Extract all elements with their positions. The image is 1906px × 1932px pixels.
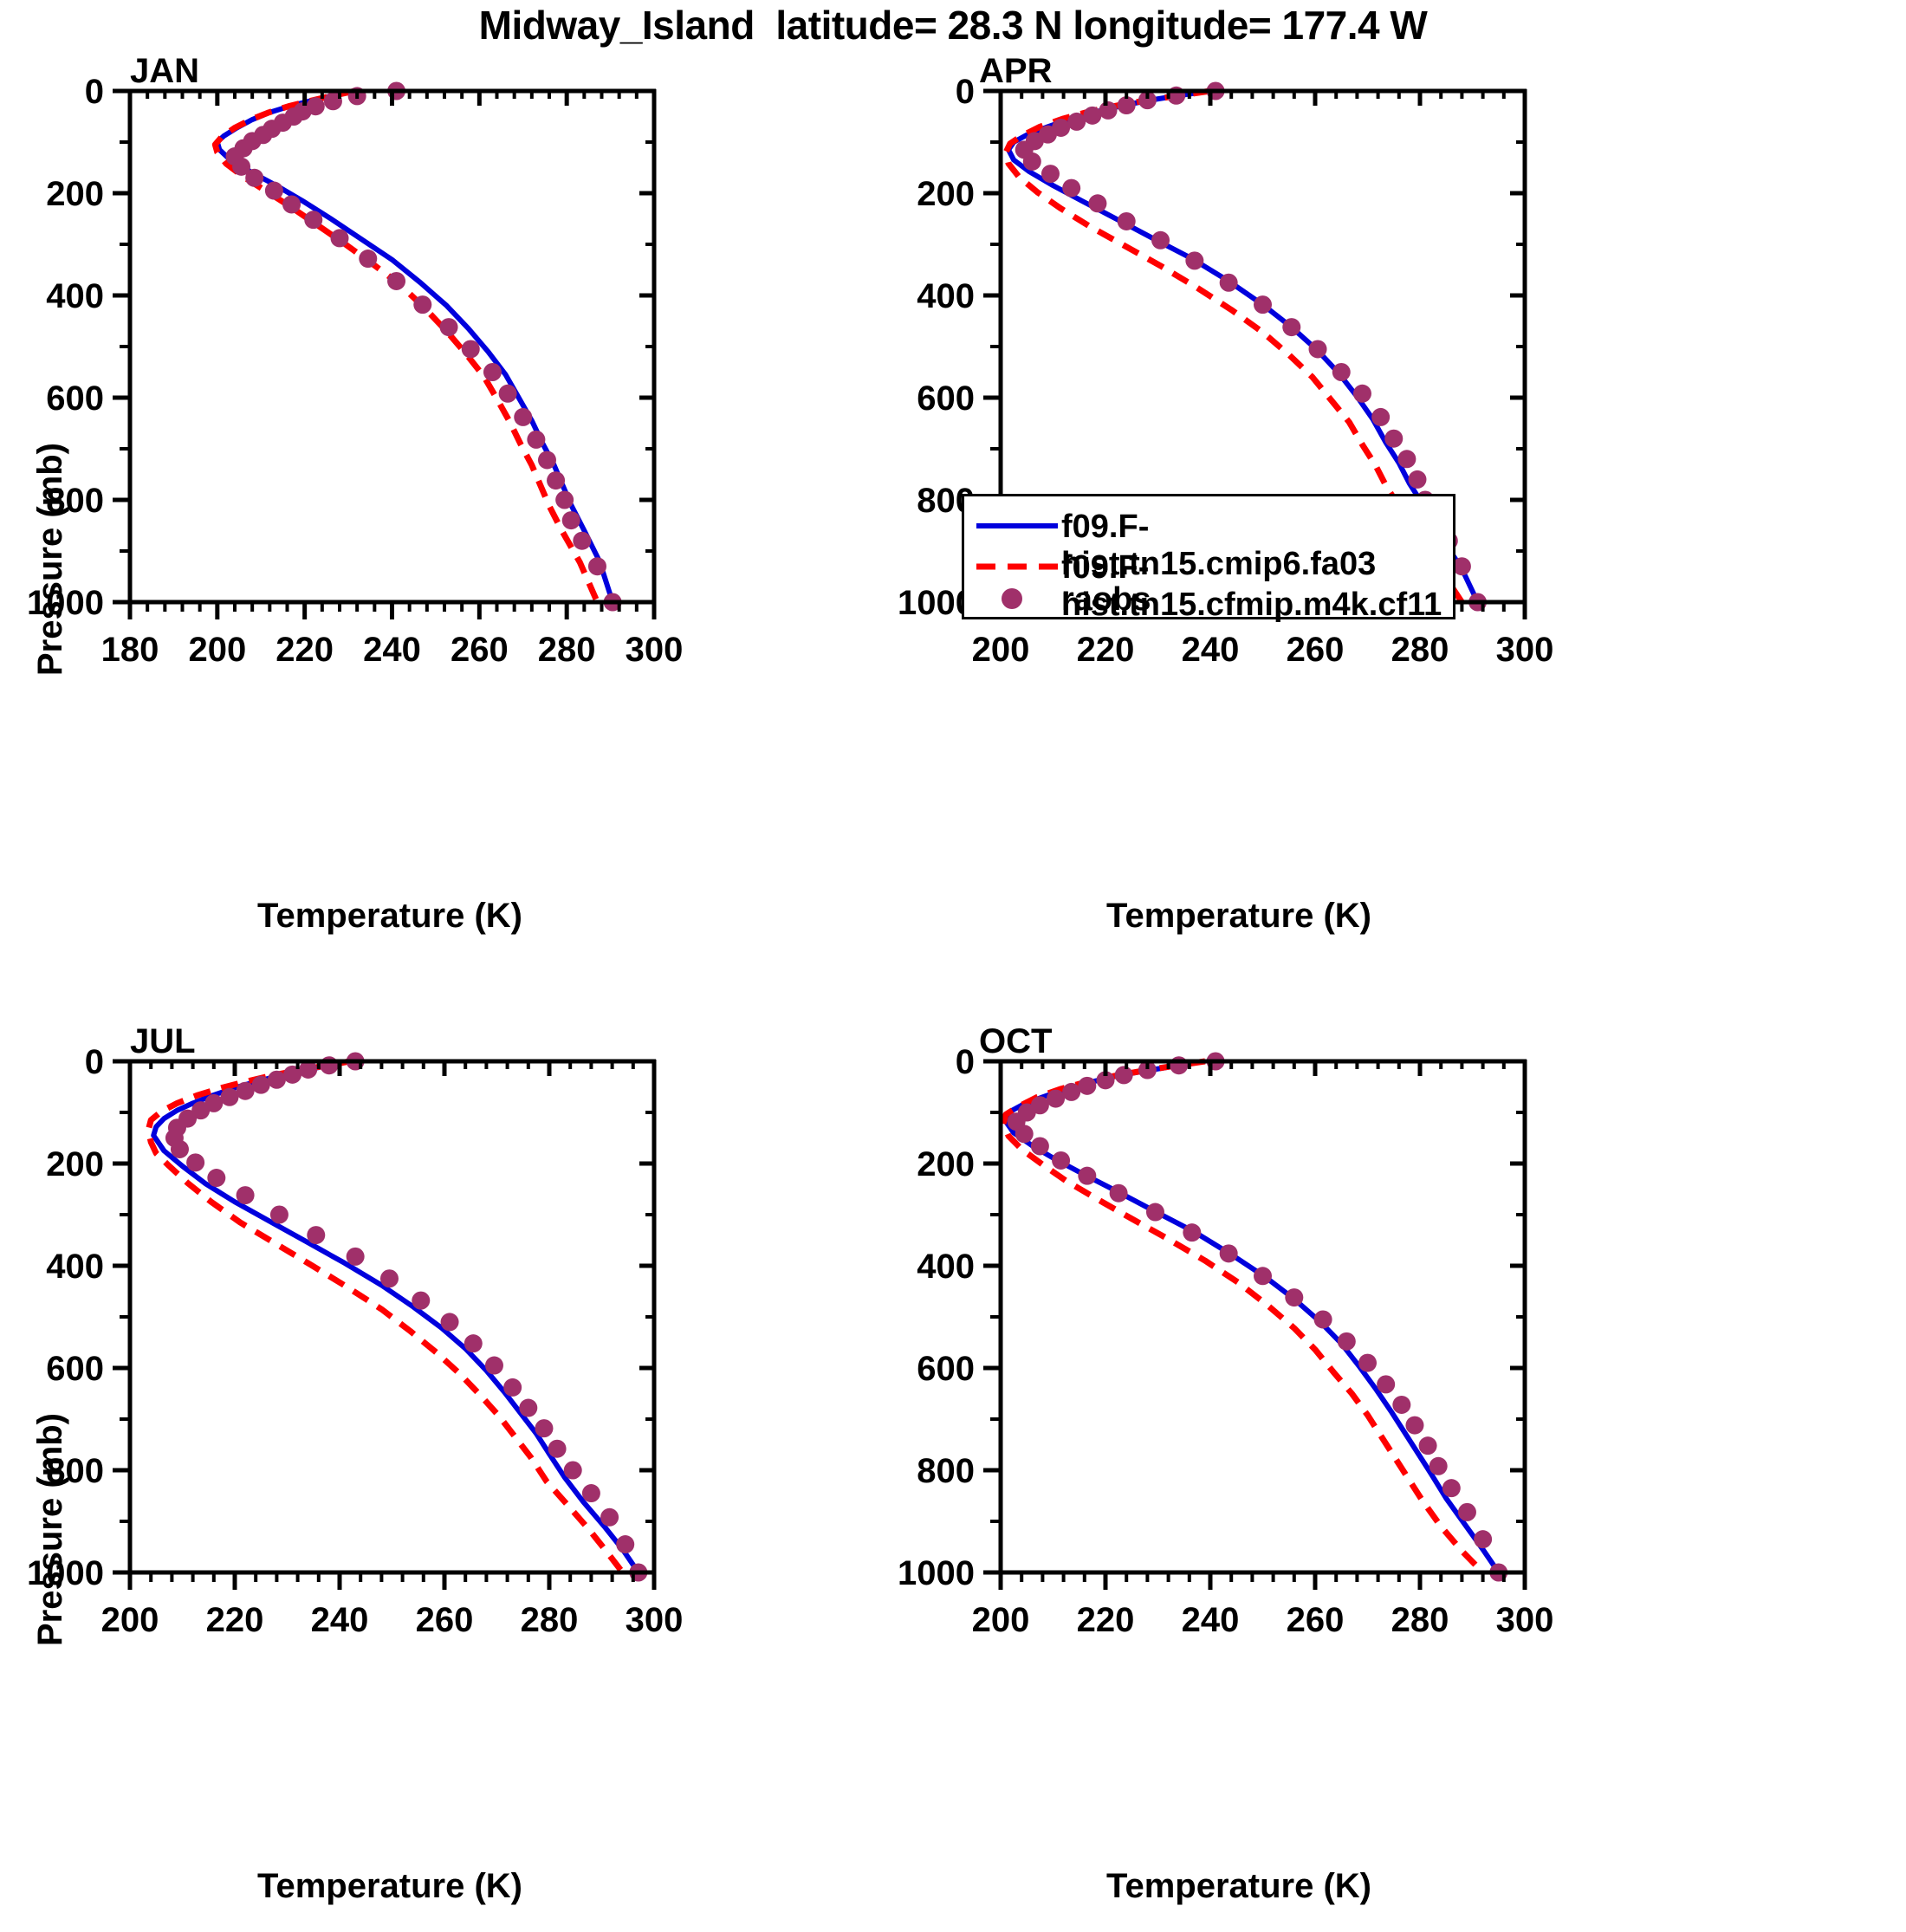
y-axis-ticks: 0 200 400 600 800 1000 [27, 1043, 654, 1592]
svg-text:240: 240 [311, 1601, 369, 1639]
panel-jan: JAN 180 200 220 240 260 280 300 0 200 400 600 800 10… [0, 52, 953, 962]
svg-text:280: 280 [1391, 1601, 1449, 1639]
x-axis-ticks: 200 220 240 260 280 300 [101, 1061, 684, 1639]
svg-text:260: 260 [416, 1601, 474, 1639]
svg-text:280: 280 [538, 631, 596, 669]
svg-text:0: 0 [85, 1043, 104, 1081]
svg-text:200: 200 [972, 631, 1030, 669]
svg-text:800: 800 [46, 1452, 104, 1490]
svg-text:200: 200 [972, 1601, 1030, 1639]
svg-text:220: 220 [1077, 1601, 1135, 1639]
series-line-0 [214, 88, 615, 603]
svg-text:180: 180 [101, 631, 159, 669]
svg-text:240: 240 [1182, 1601, 1240, 1639]
svg-text:400: 400 [46, 277, 104, 315]
svg-text:200: 200 [46, 175, 104, 213]
y-axis-label-jan: Pressure (mb) [31, 443, 69, 676]
y-axis-label-jul: Pressure (mb) [31, 1413, 69, 1646]
svg-text:280: 280 [521, 1601, 579, 1639]
page-title: Midway_Island latitude= 28.3 N longitude… [478, 3, 1428, 48]
panel-apr: APR 200 220 240 260 280 300 0 200 400 600 800 1000 … [898, 52, 1906, 962]
x-axis-label-jul: Temperature (K) [257, 1867, 522, 1905]
panel-label-oct: OCT [979, 1022, 1053, 1060]
svg-text:400: 400 [917, 277, 975, 315]
svg-text:260: 260 [1287, 631, 1345, 669]
svg-text:0: 0 [85, 73, 104, 111]
svg-text:220: 220 [276, 631, 334, 669]
svg-text:1000: 1000 [27, 584, 104, 622]
svg-text:200: 200 [101, 1601, 159, 1639]
series-line-0 [151, 1059, 641, 1574]
legend-box: f09.F-hist.tn15.cmip6.fa03 f09.F-hist.tn… [962, 494, 1455, 623]
svg-text:300: 300 [626, 631, 684, 669]
x-axis-label-oct: Temperature (K) [1106, 1867, 1371, 1905]
series-markers-2 [1007, 1052, 1508, 1582]
x-axis-label-apr: Temperature (K) [1106, 897, 1371, 935]
panel-jul: JUL 200 220 240 260 280 300 0 200 400 600 800 1000 … [0, 1022, 953, 1932]
series-line-0 [1003, 1059, 1501, 1574]
svg-text:400: 400 [917, 1248, 975, 1286]
legend-symbols [976, 523, 1058, 609]
plot-area-jan: 180 200 220 240 260 280 300 0 200 400 600 800 1000 [27, 73, 684, 669]
legend-marker-dot [1002, 588, 1022, 609]
y-axis-ticks: 0 200 400 600 800 1000 [898, 1043, 1525, 1592]
svg-text:200: 200 [917, 175, 975, 213]
svg-text:800: 800 [46, 482, 104, 520]
plot-area-oct: 200 220 240 260 280 300 0 200 400 600 800 1000 [898, 1043, 1554, 1639]
svg-text:1000: 1000 [27, 1554, 104, 1592]
x-axis-ticks: 180 200 220 240 260 280 300 [101, 91, 684, 669]
plot-area-jul: 200 220 240 260 280 300 0 200 400 600 800 1000 [27, 1043, 684, 1639]
legend-label-1: f09.F-hist.tn15.cfmip.m4k.cf11 [1061, 549, 1442, 623]
x-axis-ticks: 200 220 240 260 280 300 [972, 1061, 1554, 1639]
y-axis-ticks: 0 200 400 600 800 1000 [27, 73, 654, 622]
svg-text:240: 240 [1182, 631, 1240, 669]
panel-oct: OCT 200 220 240 260 280 300 0 200 400 600 800 1000 … [898, 1022, 1906, 1932]
svg-text:600: 600 [917, 379, 975, 418]
svg-text:240: 240 [363, 631, 421, 669]
svg-text:0: 0 [956, 73, 975, 111]
svg-text:200: 200 [188, 631, 246, 669]
svg-text:600: 600 [46, 379, 104, 418]
svg-text:220: 220 [1077, 631, 1135, 669]
svg-text:600: 600 [917, 1350, 975, 1388]
legend-label-2: raobs [1061, 581, 1151, 618]
legend-label-0: f09.F-hist.tn15.cmip6.fa03 [1061, 509, 1377, 582]
x-axis-label-jan: Temperature (K) [257, 897, 522, 935]
series-markers-2 [1015, 81, 1488, 612]
panel-label-apr: APR [979, 52, 1053, 90]
svg-text:260: 260 [1287, 1601, 1345, 1639]
svg-text:600: 600 [46, 1350, 104, 1388]
series-line-1 [211, 88, 600, 604]
series-markers-2 [225, 81, 622, 612]
svg-text:300: 300 [626, 1601, 684, 1639]
svg-text:800: 800 [917, 1452, 975, 1490]
svg-text:300: 300 [1496, 1601, 1554, 1639]
svg-text:200: 200 [917, 1145, 975, 1183]
svg-text:300: 300 [1496, 631, 1554, 669]
svg-text:1000: 1000 [898, 1554, 975, 1592]
svg-text:0: 0 [956, 1043, 975, 1081]
series-line-1 [1000, 1058, 1486, 1575]
panel-label-jul: JUL [130, 1022, 196, 1060]
svg-text:280: 280 [1391, 631, 1449, 669]
series-line-1 [145, 1058, 626, 1575]
panel-label-jan: JAN [130, 52, 200, 90]
series-markers-2 [165, 1052, 648, 1582]
svg-text:400: 400 [46, 1248, 104, 1286]
svg-text:200: 200 [46, 1145, 104, 1183]
svg-text:260: 260 [451, 631, 509, 669]
svg-text:220: 220 [206, 1601, 264, 1639]
